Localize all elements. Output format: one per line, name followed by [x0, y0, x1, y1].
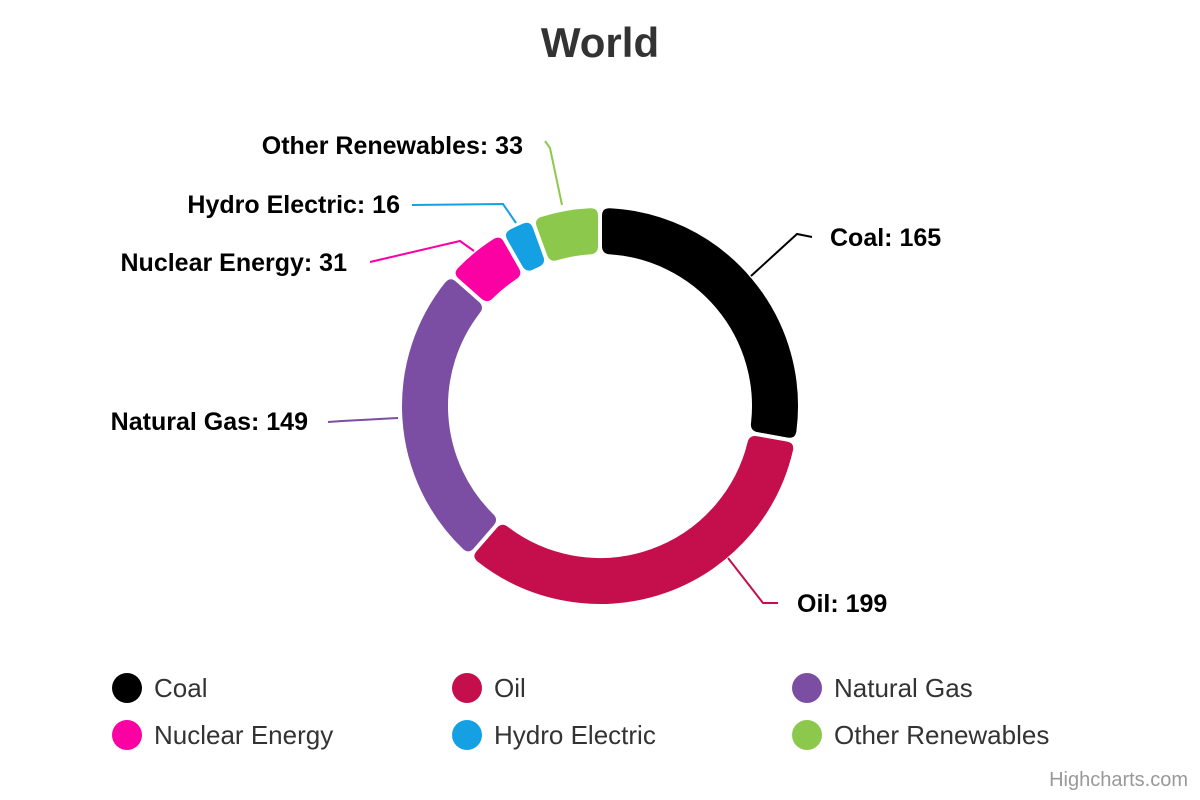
legend: Coal Oil Natural Gas Nuclear Energy Hydr…	[112, 664, 1132, 758]
data-label-nuclear-energy: Nuclear Energy: 31	[120, 249, 348, 277]
data-label-natural-gas: Natural Gas: 149	[110, 408, 308, 436]
legend-label-natural-gas: Natural Gas	[834, 672, 973, 703]
pie-slice-natural-gas[interactable]	[398, 275, 501, 556]
connector-line-hydro-electric	[411, 202, 517, 224]
pie-slice-other-renewables[interactable]	[532, 204, 602, 265]
legend-item-oil[interactable]: Oil	[452, 672, 792, 703]
pie-slice-coal[interactable]	[598, 204, 802, 442]
data-label-other-renewables: Other Renewables: 33	[261, 132, 523, 160]
connector-line-natural-gas	[327, 417, 399, 423]
pie-slice-oil[interactable]	[470, 431, 798, 608]
legend-item-coal[interactable]: Coal	[112, 672, 452, 703]
data-label-coal: Coal: 165	[830, 224, 942, 252]
highcharts-credits-link[interactable]: Highcharts.com	[1049, 769, 1188, 791]
legend-item-hydro-electric[interactable]: Hydro Electric	[452, 719, 792, 750]
data-label-oil: Oil: 199	[797, 590, 888, 618]
legend-label-oil: Oil	[494, 672, 526, 703]
connector-line-nuclear-energy	[369, 239, 475, 263]
connector-line-coal	[750, 232, 813, 277]
legend-item-natural-gas[interactable]: Natural Gas	[792, 672, 1132, 703]
legend-marker-oil	[452, 672, 482, 703]
legend-label-other-renewables: Other Renewables	[834, 719, 1050, 750]
legend-marker-nuclear-energy	[112, 719, 142, 750]
legend-marker-hydro-electric	[452, 719, 482, 750]
legend-item-nuclear-energy[interactable]: Nuclear Energy	[112, 719, 452, 750]
legend-item-other-renewables[interactable]: Other Renewables	[792, 719, 1132, 750]
pie-slice-nuclear-energy[interactable]	[451, 233, 525, 306]
legend-marker-coal	[112, 672, 142, 703]
legend-label-nuclear-energy: Nuclear Energy	[154, 719, 334, 750]
connector-line-oil	[727, 557, 778, 604]
legend-label-coal: Coal	[154, 672, 208, 703]
legend-marker-other-renewables	[792, 719, 822, 750]
legend-label-hydro-electric: Hydro Electric	[494, 719, 656, 750]
chart-title: World	[540, 19, 660, 66]
connector-line-other-renewables	[544, 140, 563, 206]
legend-marker-natural-gas	[792, 672, 822, 703]
data-label-hydro-electric: Hydro Electric: 16	[187, 191, 400, 219]
